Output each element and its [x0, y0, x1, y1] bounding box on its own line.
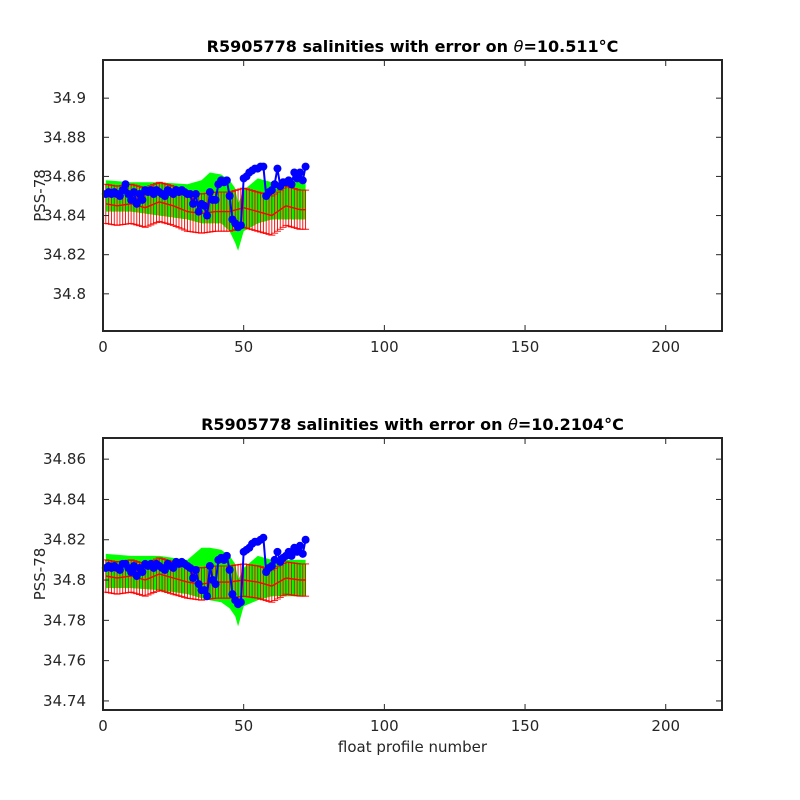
x-axis-label: float profile number [338, 738, 488, 756]
measured-point [138, 567, 147, 576]
measured-point [191, 565, 200, 574]
title-unit: °C [604, 415, 624, 434]
measured-point [298, 176, 307, 185]
x-tick-label: 200 [651, 717, 680, 735]
x-tick-label: 100 [370, 717, 399, 735]
measured-point [200, 586, 209, 595]
y-axis-label: PSS-78 [31, 169, 49, 222]
axes-frame [102, 437, 723, 711]
measured-point [205, 561, 214, 570]
measured-point [160, 565, 169, 574]
theta-symbol: θ [514, 37, 524, 56]
axes-frame [102, 59, 723, 332]
x-tick-label: 150 [511, 717, 540, 735]
measured-point [121, 180, 130, 189]
measured-point [191, 190, 200, 199]
measured-point [211, 580, 220, 589]
measured-point [205, 188, 214, 197]
bottom-salinity-chart: 0 50 100 150 200 34.74 34.76 34.78 34.8 34.82 34.8… [31, 415, 723, 756]
measured-point [138, 195, 147, 204]
measured-point [169, 563, 178, 572]
measured-point [222, 176, 231, 185]
measured-point [267, 561, 276, 570]
y-tick-label: 34.82 [43, 246, 86, 264]
y-tick-label: 34.84 [43, 207, 86, 225]
measured-point [200, 201, 209, 210]
y-tick-label: 34.84 [43, 490, 86, 508]
y-tick-label: 34.88 [43, 128, 86, 146]
measured-point [189, 199, 198, 208]
measured-point [194, 580, 203, 589]
axis-ticks: 0 50 100 150 200 34.74 34.76 34.78 34.8 34.82 34.8… [43, 438, 722, 735]
measured-point [295, 168, 304, 177]
x-tick-label: 150 [511, 338, 540, 356]
y-tick-label: 34.86 [43, 167, 86, 185]
measured-point [127, 567, 136, 576]
measured-point [228, 590, 237, 599]
measured-point [259, 162, 268, 171]
measured-point [127, 195, 136, 204]
x-tick-label: 50 [234, 338, 253, 356]
top-salinity-chart: 0 50 100 150 200 34.8 34.82 34.84 34.86 34.88 34.9… [31, 37, 723, 356]
y-tick-label: 34.8 [53, 571, 86, 589]
title-value: =10.511 [523, 37, 598, 56]
y-tick-label: 34.82 [43, 531, 86, 549]
measured-point [189, 574, 198, 583]
measured-point [301, 535, 310, 544]
x-tick-label: 50 [234, 717, 253, 735]
title-prefix: R5905778 salinities with error on [207, 37, 514, 56]
measured-point [115, 565, 124, 574]
y-tick-label: 34.76 [43, 652, 86, 670]
y-axis-label: PSS-78 [31, 548, 49, 601]
title-value: =10.2104 [518, 415, 604, 434]
measured-point [132, 572, 141, 581]
measured-point [295, 541, 304, 550]
measured-point [203, 211, 212, 220]
measured-point [222, 551, 231, 560]
x-tick-label: 0 [98, 338, 108, 356]
measured-point [194, 207, 203, 216]
chart-title: R5905778 salinities with error on θ=10.5… [207, 37, 619, 56]
measured-salinity-series [101, 162, 310, 232]
theta-symbol: θ [508, 415, 518, 434]
measured-point [132, 199, 141, 208]
axis-ticks: 0 50 100 150 200 34.8 34.82 34.84 34.86 34.88 34.9 [43, 60, 722, 356]
measured-point [225, 565, 234, 574]
y-tick-label: 34.9 [53, 89, 86, 107]
measured-point [225, 191, 234, 200]
measured-point [186, 190, 195, 199]
measured-point [203, 592, 212, 601]
x-tick-label: 200 [651, 338, 680, 356]
x-tick-label: 0 [98, 717, 108, 735]
measured-point [298, 549, 307, 558]
title-prefix: R5905778 salinities with error on [201, 415, 508, 434]
measured-point [236, 221, 245, 230]
measured-salinity-series [101, 533, 310, 609]
measured-point [273, 164, 282, 173]
measured-point [236, 598, 245, 607]
measured-point [301, 162, 310, 171]
y-tick-label: 34.86 [43, 450, 86, 468]
y-tick-label: 34.8 [53, 285, 86, 303]
measured-point [273, 547, 282, 556]
measured-point [259, 533, 268, 542]
measured-point [287, 551, 296, 560]
x-tick-label: 100 [370, 338, 399, 356]
y-tick-label: 34.74 [43, 692, 86, 710]
y-tick-label: 34.78 [43, 611, 86, 629]
measured-point [211, 195, 220, 204]
measured-point [287, 180, 296, 189]
title-unit: °C [599, 37, 619, 56]
chart-title: R5905778 salinities with error on θ=10.2… [201, 415, 624, 434]
